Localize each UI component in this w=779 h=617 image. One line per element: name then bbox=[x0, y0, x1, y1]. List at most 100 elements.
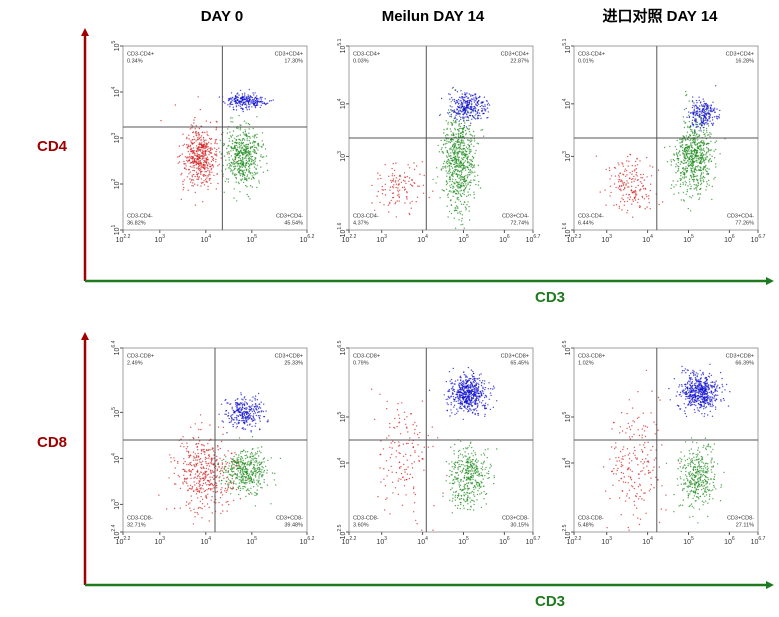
event-dot bbox=[688, 165, 690, 168]
event-dot bbox=[200, 167, 202, 169]
event-dot bbox=[658, 203, 660, 206]
tick-label: 105 bbox=[683, 234, 694, 244]
event-dot bbox=[395, 456, 397, 458]
event-dot bbox=[627, 155, 629, 158]
event-dot bbox=[482, 105, 484, 108]
event-dot bbox=[258, 475, 260, 477]
event-dot bbox=[257, 471, 259, 474]
tick-base: 10 bbox=[114, 135, 121, 143]
event-dot bbox=[197, 96, 199, 98]
event-dot bbox=[694, 104, 696, 107]
event-dot bbox=[199, 476, 201, 478]
event-dot bbox=[493, 475, 495, 477]
event-dot bbox=[683, 154, 685, 156]
event-dot bbox=[244, 468, 247, 470]
event-dot bbox=[409, 437, 411, 439]
event-dot bbox=[686, 156, 689, 158]
event-dot bbox=[704, 162, 706, 164]
event-dot bbox=[243, 157, 246, 159]
event-dot bbox=[245, 408, 247, 411]
event-dot bbox=[688, 145, 690, 148]
event-dot bbox=[189, 473, 192, 476]
event-dot bbox=[245, 122, 247, 124]
tick-base: 10 bbox=[376, 237, 384, 244]
event-dot bbox=[243, 410, 245, 413]
column-title: DAY 0 bbox=[201, 8, 244, 25]
event-dot bbox=[239, 129, 241, 131]
event-dot bbox=[702, 161, 704, 163]
event-dot bbox=[397, 184, 400, 186]
event-dot bbox=[470, 95, 472, 97]
event-dot bbox=[238, 94, 240, 96]
event-dot bbox=[201, 484, 204, 487]
event-dot bbox=[460, 97, 462, 99]
event-dot bbox=[473, 193, 475, 196]
event-dot bbox=[251, 458, 253, 460]
event-dot bbox=[203, 147, 205, 150]
event-dot bbox=[248, 128, 250, 130]
event-dot bbox=[475, 93, 477, 95]
event-dot bbox=[182, 133, 184, 135]
event-dot bbox=[230, 474, 232, 476]
event-dot bbox=[267, 102, 269, 105]
event-dot bbox=[449, 482, 451, 484]
event-dot bbox=[461, 175, 463, 178]
event-dot bbox=[456, 198, 458, 200]
event-dot bbox=[415, 425, 418, 427]
event-dot bbox=[230, 421, 232, 423]
event-dot bbox=[468, 102, 471, 105]
event-dot bbox=[471, 115, 474, 117]
event-dot bbox=[242, 159, 244, 161]
event-dot bbox=[716, 108, 718, 110]
event-dot bbox=[459, 105, 461, 107]
event-dot bbox=[249, 97, 251, 99]
event-dot bbox=[177, 474, 179, 477]
event-dot bbox=[468, 181, 471, 184]
event-dot bbox=[168, 477, 170, 479]
event-dot bbox=[469, 442, 472, 445]
event-dot bbox=[413, 461, 416, 463]
event-dot bbox=[452, 187, 454, 189]
event-dot bbox=[702, 158, 704, 160]
event-dot bbox=[618, 178, 620, 181]
event-dot bbox=[247, 94, 249, 96]
event-dot bbox=[233, 464, 235, 466]
event-dot bbox=[448, 155, 450, 157]
event-dot bbox=[621, 197, 623, 199]
event-dot bbox=[219, 497, 222, 499]
event-dot bbox=[243, 165, 245, 167]
event-dot bbox=[236, 154, 238, 156]
event-dot bbox=[690, 177, 693, 179]
event-dot bbox=[253, 162, 255, 164]
event-dot bbox=[251, 453, 253, 455]
event-dot bbox=[468, 162, 471, 164]
event-dot bbox=[448, 173, 450, 175]
event-dot bbox=[702, 111, 704, 113]
event-dot bbox=[196, 152, 198, 154]
event-dot bbox=[404, 176, 406, 178]
event-dot bbox=[246, 193, 248, 196]
event-dot bbox=[201, 158, 203, 160]
event-dot bbox=[690, 142, 692, 144]
event-dot bbox=[395, 162, 397, 164]
event-dot bbox=[191, 127, 193, 129]
event-dot bbox=[242, 148, 245, 150]
event-dot bbox=[411, 476, 414, 479]
event-dot bbox=[406, 416, 408, 418]
event-dot bbox=[256, 404, 258, 407]
event-dot bbox=[182, 180, 184, 183]
event-dot bbox=[708, 115, 710, 118]
event-dot bbox=[466, 161, 469, 163]
event-dot bbox=[398, 417, 401, 420]
event-dot bbox=[193, 164, 196, 167]
event-dot bbox=[198, 458, 201, 461]
event-dot bbox=[403, 479, 406, 481]
event-dot bbox=[228, 99, 231, 101]
event-dot bbox=[622, 194, 624, 196]
event-dot bbox=[187, 450, 190, 453]
event-dot bbox=[405, 494, 407, 496]
event-dot bbox=[395, 201, 397, 204]
event-dot bbox=[446, 474, 448, 477]
event-dot bbox=[246, 174, 249, 176]
event-dot bbox=[474, 175, 476, 177]
